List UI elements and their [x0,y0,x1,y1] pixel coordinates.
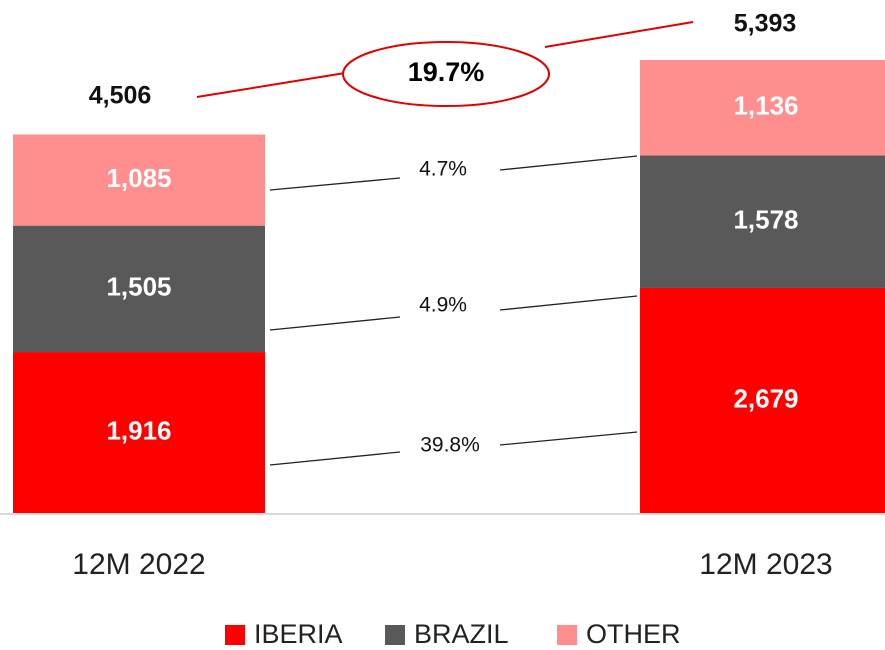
annotation: 19.7% [408,57,485,87]
bar-segment [13,225,265,353]
legend-swatch [225,625,245,645]
value-label: 2,679 [733,383,798,413]
legend-swatch [557,625,577,645]
bar-segment [640,155,885,288]
growth-callout [196,21,694,107]
bar-segment [640,287,885,513]
legend-swatch [385,625,405,645]
value-label: 1,085 [106,163,171,193]
total-label: 4,506 [89,82,152,110]
annotation: 4.7% [419,158,467,181]
connectors [269,155,638,466]
total-label: 5,393 [734,10,797,38]
legend-label: BRAZIL [414,619,509,649]
bar-segment [13,134,265,226]
value-label: 1,578 [733,205,798,235]
bar-segment [640,60,885,156]
x-tick-label: 12M 2023 [699,548,832,581]
x-tick-label: 12M 2022 [72,548,205,581]
value-label: 1,916 [106,415,171,445]
legend-label: IBERIA [254,619,343,649]
bar-segment [13,352,265,513]
legend-label: OTHER [586,619,681,649]
annotation: 4.9% [419,294,467,317]
value-label: 1,136 [733,91,798,121]
value-label: 1,505 [106,272,171,302]
annotation: 39.8% [420,434,480,457]
